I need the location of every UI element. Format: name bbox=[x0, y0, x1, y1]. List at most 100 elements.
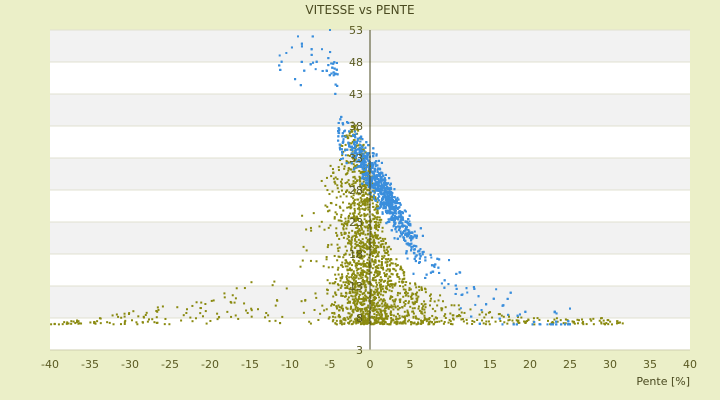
data-point bbox=[371, 235, 374, 238]
data-point bbox=[362, 278, 365, 281]
data-point bbox=[341, 122, 344, 125]
data-point bbox=[382, 309, 385, 312]
data-point bbox=[146, 320, 149, 323]
data-point bbox=[349, 212, 352, 215]
data-point bbox=[546, 319, 549, 322]
data-point bbox=[376, 266, 379, 269]
data-point bbox=[417, 322, 420, 325]
data-point bbox=[342, 224, 345, 227]
data-point bbox=[340, 216, 343, 219]
data-point bbox=[404, 299, 407, 302]
data-point bbox=[368, 300, 371, 303]
data-point bbox=[397, 225, 400, 228]
data-point bbox=[365, 272, 368, 275]
data-point bbox=[346, 222, 349, 225]
data-point bbox=[362, 152, 365, 155]
data-point bbox=[348, 320, 351, 323]
data-point bbox=[396, 320, 399, 323]
data-point bbox=[551, 323, 554, 326]
data-point bbox=[362, 264, 365, 267]
data-point bbox=[378, 260, 381, 263]
data-point bbox=[371, 182, 374, 185]
data-point bbox=[384, 205, 387, 208]
data-point bbox=[373, 241, 376, 244]
data-point bbox=[366, 193, 369, 196]
data-point bbox=[397, 206, 400, 209]
data-point bbox=[357, 213, 360, 216]
data-point bbox=[560, 323, 563, 326]
data-point bbox=[155, 309, 158, 312]
data-point bbox=[482, 322, 485, 325]
data-point bbox=[403, 274, 406, 277]
data-point bbox=[123, 321, 126, 324]
data-point bbox=[417, 305, 420, 308]
data-point bbox=[491, 316, 494, 319]
data-point bbox=[359, 183, 362, 186]
data-point bbox=[380, 182, 383, 185]
data-point bbox=[339, 195, 342, 198]
data-point bbox=[356, 288, 359, 291]
data-point bbox=[361, 158, 364, 161]
data-point bbox=[377, 224, 380, 227]
data-point bbox=[367, 208, 370, 211]
data-point bbox=[332, 71, 335, 74]
data-point bbox=[201, 315, 204, 318]
data-point bbox=[366, 265, 369, 268]
data-point bbox=[356, 301, 359, 304]
data-point bbox=[388, 268, 391, 271]
data-point bbox=[380, 240, 383, 243]
data-point bbox=[347, 215, 350, 218]
data-point bbox=[359, 317, 362, 320]
data-point bbox=[410, 294, 413, 297]
data-point bbox=[352, 291, 355, 294]
data-point bbox=[524, 320, 527, 323]
data-point bbox=[375, 211, 378, 214]
data-point bbox=[379, 221, 382, 224]
data-point bbox=[362, 314, 365, 317]
data-point bbox=[348, 130, 351, 133]
data-point bbox=[367, 318, 370, 321]
data-point bbox=[427, 323, 430, 326]
data-point bbox=[384, 251, 387, 254]
data-point bbox=[344, 217, 347, 220]
data-point bbox=[358, 244, 361, 247]
data-point bbox=[130, 319, 133, 322]
data-point bbox=[333, 254, 336, 257]
data-point bbox=[369, 181, 372, 184]
data-point bbox=[415, 236, 418, 239]
data-point bbox=[362, 203, 365, 206]
data-point bbox=[455, 315, 458, 318]
data-point bbox=[523, 320, 526, 323]
data-point bbox=[375, 199, 378, 202]
data-point bbox=[333, 67, 336, 70]
data-point bbox=[555, 323, 558, 326]
data-point bbox=[366, 248, 369, 251]
data-point bbox=[367, 223, 370, 226]
data-point bbox=[395, 264, 398, 267]
data-point bbox=[341, 309, 344, 312]
data-point bbox=[356, 164, 359, 167]
data-point bbox=[357, 319, 360, 322]
data-point bbox=[310, 53, 313, 56]
data-point bbox=[447, 321, 450, 324]
data-point bbox=[350, 149, 353, 152]
data-point bbox=[209, 319, 212, 322]
data-point bbox=[346, 316, 349, 319]
data-point bbox=[300, 300, 303, 303]
data-point bbox=[350, 247, 353, 250]
data-point bbox=[321, 48, 323, 51]
data-point bbox=[388, 259, 391, 262]
data-point bbox=[437, 299, 440, 302]
data-point bbox=[106, 321, 109, 324]
data-point bbox=[424, 256, 427, 259]
data-point bbox=[405, 314, 408, 317]
data-point bbox=[389, 295, 392, 298]
data-point bbox=[385, 273, 388, 276]
data-point bbox=[340, 231, 343, 234]
data-point bbox=[390, 290, 393, 293]
data-point bbox=[406, 309, 409, 312]
data-point bbox=[401, 269, 404, 272]
data-point bbox=[396, 305, 399, 308]
data-point bbox=[399, 235, 402, 238]
data-point bbox=[362, 260, 365, 263]
